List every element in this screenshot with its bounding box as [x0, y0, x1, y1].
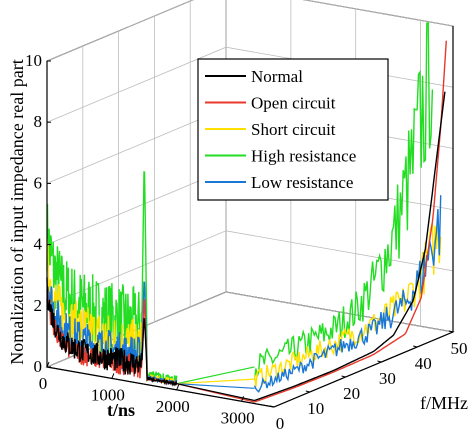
x-tick-mark — [46, 361, 50, 368]
y-tick-mark — [341, 375, 346, 378]
legend-label: Open circuit — [251, 94, 336, 113]
freq-trace-high-resistance — [253, 21, 434, 380]
z-tick-label: 4 — [34, 235, 43, 254]
y-axis-label: f/MHz — [420, 393, 468, 413]
y-tick-mark — [377, 360, 382, 363]
z-tick-label: 8 — [34, 112, 43, 131]
time-trace-high-resistance — [46, 171, 178, 387]
y-tick-mark — [448, 330, 454, 333]
z-axis-label: Nomalization of input impedance real par… — [7, 59, 27, 364]
chart-traces — [46, 21, 447, 403]
legend-label: High resistance — [251, 147, 356, 166]
x-tick-label: 0 — [39, 374, 48, 393]
grid-line-z — [46, 0, 454, 62]
y-tick-mark — [413, 345, 418, 348]
y-tick-mark — [305, 390, 310, 393]
freq-trace-low-resistance — [253, 195, 442, 393]
legend-label: Short circuit — [251, 120, 336, 139]
y-tick-label: 30 — [379, 369, 396, 388]
legend-label: Low resistance — [251, 173, 353, 192]
z-tick-label: 2 — [34, 296, 43, 315]
y-tick-mark — [269, 405, 275, 408]
x-tick-label: 2000 — [156, 397, 190, 416]
floor-trace-normal — [176, 383, 255, 402]
x-tick-mark — [241, 396, 245, 402]
time-trace-low-resistance — [46, 281, 178, 386]
floor-trace-short-circuit — [176, 378, 255, 385]
time-trace-normal — [46, 277, 178, 387]
y-tick-label: 0 — [276, 414, 285, 433]
z-tick-label: 6 — [34, 173, 43, 192]
z-tick-label: 0 — [34, 357, 43, 376]
y-axis-line — [273, 331, 454, 408]
freq-trace-open-circuit — [254, 40, 447, 403]
floor-trace-high-resistance — [176, 366, 255, 385]
x-axis-line — [46, 366, 275, 408]
z-tick-label: 10 — [25, 51, 42, 70]
freq-trace-short-circuit — [253, 222, 442, 387]
freq-trace-normal — [254, 91, 446, 402]
y-tick-label: 40 — [415, 354, 432, 373]
legend: Normal Open circuit Short circuit High resi… — [197, 58, 389, 201]
x-tick-mark — [176, 384, 180, 391]
x-tick-mark — [111, 373, 115, 379]
legend-label: Normal — [251, 67, 303, 86]
y-tick-label: 10 — [307, 399, 324, 418]
x-tick-label: 3000 — [221, 408, 255, 427]
y-tick-label: 50 — [451, 339, 468, 358]
x-tick-label: 1000 — [91, 385, 125, 404]
chart-axes: 0 2 4 6 8 10 0 1000 2000 3000 0 10 20 30 40 50 — [25, 26, 468, 433]
y-tick-label: 20 — [343, 384, 360, 403]
x-axis-label: t/ns — [107, 400, 135, 420]
floor-trace-low-resistance — [176, 383, 255, 389]
